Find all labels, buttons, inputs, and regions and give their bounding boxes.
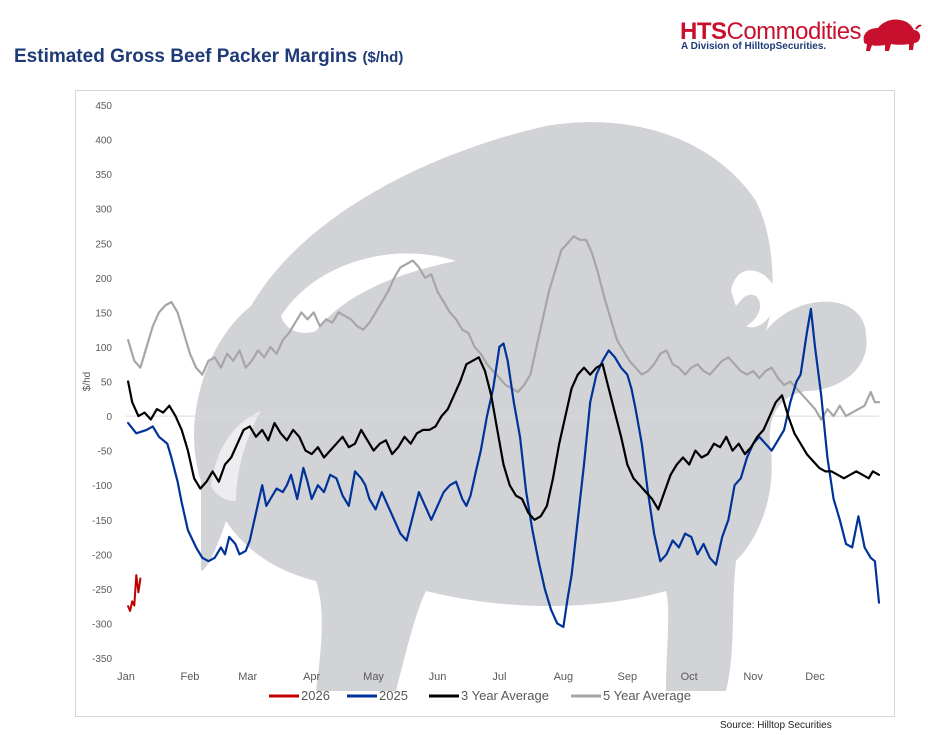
bison-watermark-icon <box>194 122 867 691</box>
legend-label: 3 Year Average <box>461 688 549 703</box>
chart-axes: 450 400 350 300 250 200 150 100 50 0 -50 -100 -150 -2… <box>82 101 879 683</box>
y-tick-label: -250 <box>92 585 112 596</box>
y-tick-label: 100 <box>95 343 112 354</box>
y-tick-label: 250 <box>95 239 112 250</box>
source-note: Source: Hilltop Securities <box>720 720 832 731</box>
y-tick-label: -200 <box>92 550 112 561</box>
title-unit: ($/hd) <box>362 49 404 66</box>
y-tick-label: 50 <box>101 378 113 389</box>
chart-series <box>126 235 881 629</box>
x-tick-label: Nov <box>743 671 763 683</box>
x-tick-label: Jun <box>429 671 447 683</box>
y-tick-label: -50 <box>98 447 113 458</box>
brand-tagline: A Division of HilltopSecurities. <box>681 41 827 52</box>
y-tick-label: 200 <box>95 274 112 285</box>
series-line-3-year-average <box>126 356 881 521</box>
legend-label: 5 Year Average <box>603 688 691 703</box>
legend-label: 2025 <box>379 688 408 703</box>
y-tick-label: 150 <box>95 308 112 319</box>
brand-name: HTSCommodities <box>680 18 862 46</box>
y-axis-label: $/hd <box>82 372 93 391</box>
y-tick-label: 450 <box>95 101 112 112</box>
x-tick-label: Feb <box>180 671 199 683</box>
y-tick-label: 400 <box>95 136 112 147</box>
y-tick-label: -100 <box>92 481 112 492</box>
x-tick-label: Apr <box>303 671 320 683</box>
margins-chart: 450 400 350 300 250 200 150 100 50 0 -50 -100 -150 -2… <box>82 101 881 703</box>
page-title: Estimated Gross Beef Packer Margins ($/h… <box>14 46 403 68</box>
legend-label: 2026 <box>301 688 330 703</box>
bison-icon <box>863 19 922 51</box>
x-tick-label: May <box>363 671 384 683</box>
y-tick-label: -150 <box>92 516 112 527</box>
brand-rest: Commodities <box>726 18 862 45</box>
x-tick-label: Aug <box>554 671 574 683</box>
x-tick-label: Jan <box>117 671 135 683</box>
x-tick-label: Jul <box>492 671 506 683</box>
series-line-5-year-average <box>126 235 881 421</box>
y-tick-label: 0 <box>106 412 112 423</box>
y-tick-label: -300 <box>92 619 112 630</box>
x-tick-label: Oct <box>681 671 698 683</box>
x-tick-label: Mar <box>238 671 257 683</box>
chart-frame: 450 400 350 300 250 200 150 100 50 0 -50 -100 -150 -2… <box>75 90 895 717</box>
brand-bold: HTS <box>680 18 727 45</box>
x-tick-label: Sep <box>618 671 638 683</box>
hts-logo: HTSCommodities A Division of HilltopSecu… <box>680 16 922 56</box>
y-tick-label: -350 <box>92 654 112 665</box>
series-line-2026 <box>127 574 142 612</box>
chart-legend: 2026 2025 3 Year Average 5 Year Average <box>269 688 691 703</box>
y-tick-label: 300 <box>95 205 112 216</box>
x-tick-label: Dec <box>805 671 825 683</box>
y-tick-label: 350 <box>95 170 112 181</box>
title-text: Estimated Gross Beef Packer Margins <box>14 46 358 67</box>
